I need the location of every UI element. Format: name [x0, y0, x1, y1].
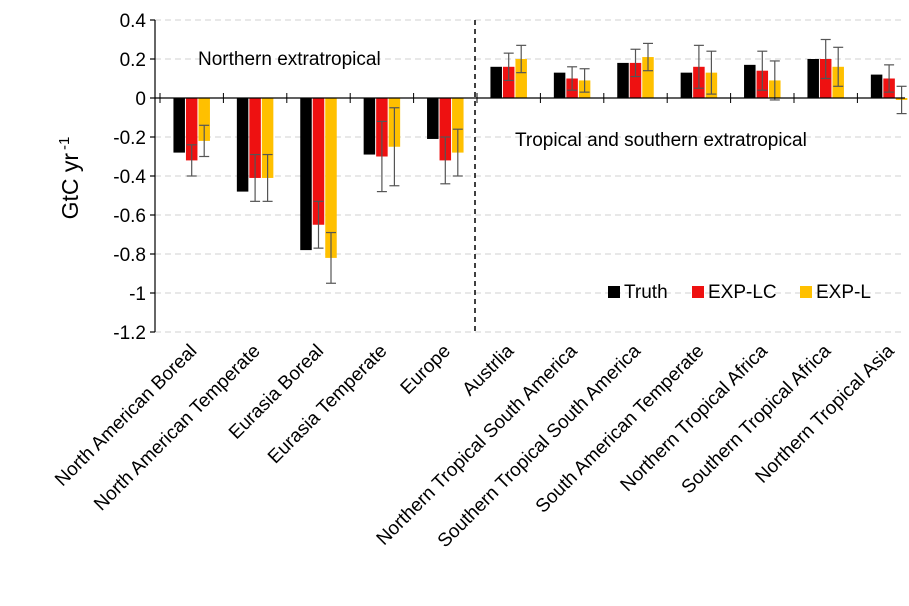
bar	[629, 62, 642, 98]
bar	[325, 98, 337, 258]
bar	[807, 59, 819, 98]
y-tick-label: -0.8	[113, 245, 146, 266]
bar	[198, 98, 210, 141]
error-bars	[186, 38, 907, 284]
bar	[553, 72, 566, 98]
bar	[173, 98, 185, 153]
bar	[515, 59, 527, 98]
legend-swatch	[692, 286, 704, 298]
bar	[300, 98, 312, 251]
bar	[490, 66, 502, 98]
y-tick-label: 0	[135, 89, 146, 110]
bar	[502, 66, 515, 98]
y-tick-label: 0.2	[120, 50, 146, 71]
bar	[312, 98, 325, 225]
bar	[642, 57, 654, 98]
x-category-label: Europe	[397, 341, 455, 399]
y-tick-label: -1	[129, 284, 146, 305]
legend: Truth EXP-LC EXP-L	[608, 282, 871, 303]
y-tick-label: 0.4	[120, 11, 147, 32]
annotation-northern-extratropical: Northern extratropical	[198, 49, 381, 70]
y-axis-label: GtC yr -1	[56, 137, 83, 220]
y-tick-label: -1.2	[113, 323, 146, 344]
bar	[680, 72, 693, 98]
bar	[185, 98, 198, 161]
axes	[150, 19, 905, 333]
y-tick-label: -0.4	[113, 167, 146, 188]
legend-label: EXP-LC	[708, 282, 777, 303]
bar	[249, 98, 261, 178]
annotation-tropical-southern-extratropical: Tropical and southern extratropical	[515, 130, 807, 151]
x-category-label: Eurasia Temperate	[264, 341, 391, 468]
y-tick-labels: 0.4 0.2 0 -0.2 -0.4 -0.6 -0.8 -1 -1.2	[113, 11, 146, 344]
bar	[452, 98, 464, 153]
bar	[617, 62, 629, 98]
y-axis-label-text: GtC yr	[57, 153, 83, 220]
legend-swatch	[800, 286, 812, 298]
bar	[236, 98, 249, 192]
y-axis-label-superscript: -1	[56, 137, 73, 150]
y-tick-label: -0.2	[113, 128, 146, 149]
legend-label: Truth	[624, 282, 668, 303]
bar	[439, 98, 452, 161]
legend-swatch	[608, 286, 620, 298]
bar	[870, 74, 883, 98]
bars	[173, 57, 908, 258]
y-tick-label: -0.6	[113, 206, 146, 227]
bar	[363, 98, 376, 155]
gridlines	[155, 19, 905, 333]
bar	[744, 64, 756, 98]
legend-label: EXP-L	[816, 282, 871, 303]
bar	[261, 98, 274, 178]
x-category-label: Austrlia	[459, 340, 519, 400]
bar	[427, 98, 439, 139]
